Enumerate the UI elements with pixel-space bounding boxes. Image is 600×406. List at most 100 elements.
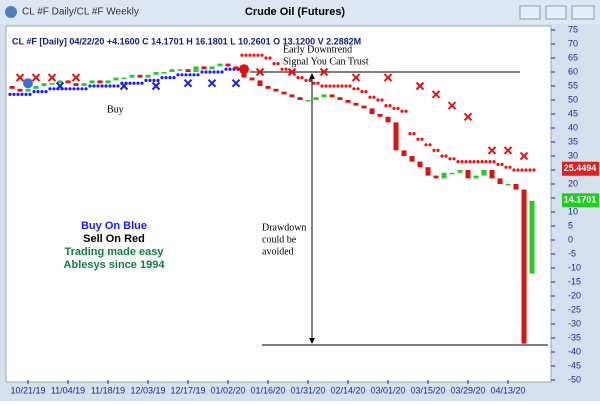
legend-text: Buy On Blue [81,220,147,232]
candle [521,189,527,344]
stop-dot [208,70,212,74]
stop-dot [324,84,328,88]
stop-dot [500,162,504,166]
stop-dot [172,76,176,80]
candle [497,178,503,184]
candle [457,170,463,173]
stop-dot [244,53,248,57]
candle [25,88,31,92]
signal-x [55,81,65,91]
stop-dot [392,106,396,110]
signal-x [319,67,329,77]
stop-dot [204,70,208,74]
stop-dot [432,148,436,152]
candle [129,74,135,78]
signal-point [23,78,33,89]
stop-dot [420,137,424,141]
signal-x [71,73,81,82]
stop-dot [468,160,472,164]
x-tick-label: 04/13/20 [490,385,525,395]
candle [401,150,407,156]
candle [225,63,231,67]
stop-dot [456,160,460,164]
stop-dot [100,84,104,88]
signal-x [487,146,497,155]
stop-dot [272,62,276,66]
stop-dot [296,76,300,80]
x-tick-label: 11/04/19 [51,385,85,395]
candle [105,80,111,84]
y-tick-label: -45 [568,360,581,370]
y-tick-label: 30 [568,150,578,160]
stop-dot [188,73,192,77]
stop-dot [108,84,112,88]
y-tick-label: 35 [568,136,578,146]
stop-dot [184,73,188,77]
candle [313,97,319,100]
y-tick-label: -25 [568,304,581,314]
close-button[interactable] [571,5,595,20]
x-tick-label: 11/18/19 [91,385,125,395]
stop-dot [472,160,476,164]
candle [153,72,159,75]
stop-dot [248,53,252,57]
stop-dot [508,165,512,169]
stop-dot [504,165,508,169]
candle [289,94,295,98]
stop-dot [140,81,144,85]
stop-dot [16,92,20,96]
maximize-button[interactable] [545,5,567,20]
stop-dot [104,84,108,88]
stop-dot [240,53,244,57]
candle [121,77,127,80]
candle [233,66,239,70]
candle [321,94,327,98]
candle [385,116,391,123]
stop-dot [164,76,168,80]
stop-dot [408,132,412,136]
stop-dot [52,87,56,91]
candle [361,105,367,109]
stop-dot [336,84,340,88]
stop-dot [372,95,376,99]
stop-dot [80,87,84,91]
candle [65,80,71,84]
stop-dot [148,78,152,82]
candle [73,83,79,86]
stop-dot [132,81,136,85]
candle [41,83,47,86]
candle [305,100,311,102]
stop-dot [448,157,452,161]
annotation: Early Downtrend [283,44,352,55]
stop-dot [44,90,48,94]
price-tag [562,193,599,208]
stop-dot [76,87,80,91]
stop-dot [152,78,156,82]
stop-dot [344,84,348,88]
minimize-button[interactable] [519,5,541,20]
y-tick-label: 5 [568,220,573,230]
stop-dot [360,90,364,94]
annotation: avoided [262,246,294,257]
stop-dot [180,73,184,77]
signal-x [47,73,57,82]
candle [409,156,415,162]
signal-x [447,101,457,110]
candle [329,94,335,98]
candle [249,77,255,81]
stop-dot [476,160,480,164]
stop-dot [72,87,76,91]
stop-dot [488,160,492,164]
stop-dot [308,78,312,82]
y-tick-label: -5 [568,248,576,258]
candle [145,74,151,78]
stop-dot [340,84,344,88]
candle [209,66,215,70]
candle [81,83,87,86]
legend-text: Trading made easy [64,246,164,258]
stop-dot [492,160,496,164]
stop-dot [328,84,332,88]
x-tick-label: 12/17/19 [170,385,205,395]
candle [369,108,375,114]
candle [185,69,191,72]
